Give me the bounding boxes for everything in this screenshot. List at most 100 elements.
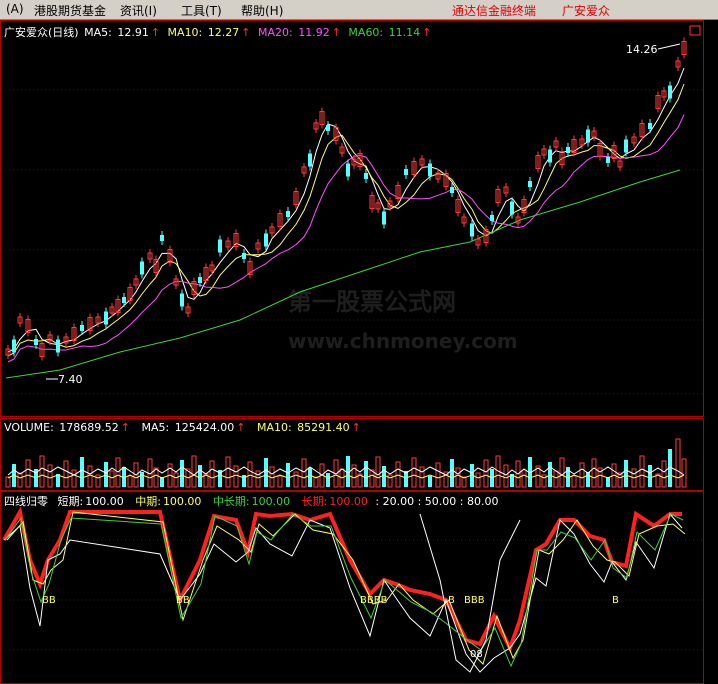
candle-body — [167, 249, 173, 263]
candle-body — [233, 233, 239, 247]
volume-bar — [95, 474, 101, 488]
watermark-text: 第一股票公式网 — [288, 288, 456, 316]
volume-bar — [510, 474, 514, 487]
volume-bar — [591, 458, 597, 488]
candle-body — [115, 299, 121, 313]
volume-ma5-label: MA5: — [141, 421, 170, 434]
candle-body — [12, 339, 16, 353]
candle-body — [293, 191, 299, 205]
price-series-name: 广安爱众(日线) — [4, 26, 79, 39]
volume-bar — [351, 464, 357, 488]
volume-legend: VOLUME: 178689.52 ↑ MA5: 125424.00 ↑ MA10:… — [4, 421, 361, 434]
candle-body — [559, 151, 565, 165]
candle-body — [104, 311, 108, 325]
volume-bar — [475, 472, 481, 488]
volume-bar — [387, 474, 393, 488]
volume-bar — [404, 471, 408, 487]
volume-bar — [579, 462, 585, 488]
candle-body — [387, 200, 393, 208]
volume-bar — [127, 475, 133, 488]
volume-bar — [346, 456, 350, 487]
volume-bar — [293, 471, 299, 488]
menu-item-info[interactable]: 资讯(I) — [120, 4, 157, 18]
ma20-label: MA20: — [257, 26, 293, 39]
candle-body — [122, 297, 126, 303]
volume-bar — [503, 464, 509, 488]
candle-body — [586, 129, 590, 143]
candle-body — [675, 60, 681, 68]
short-line-segment — [419, 513, 521, 673]
candle-body — [203, 267, 209, 281]
candle-body — [428, 163, 432, 177]
volume-bar — [571, 475, 577, 488]
volume-bar — [173, 472, 179, 488]
menu-item-tools[interactable]: 工具(T) — [181, 4, 222, 18]
volume-bar — [218, 470, 222, 487]
candle-body — [191, 281, 197, 295]
volume-bar — [313, 476, 319, 488]
volume-bar — [47, 464, 53, 488]
long-value: 100.00 — [329, 495, 368, 508]
volume-bar — [326, 473, 330, 487]
kline-chart[interactable]: 第一股票公式网 www.chnmoney.com 14.26 7.40 BB BB… — [0, 20, 705, 684]
volume-bar — [443, 471, 449, 488]
volume-ma10-value: 85291.40 — [297, 421, 350, 434]
volume-bar — [25, 459, 31, 488]
bb-label: BBB — [464, 595, 485, 606]
volume-bar — [541, 474, 547, 488]
volume-bar — [242, 475, 246, 487]
volume-bar — [247, 461, 253, 488]
restore-icon[interactable] — [689, 25, 701, 36]
volume-bar — [455, 467, 461, 488]
candle-body — [631, 136, 637, 144]
candle-body — [461, 216, 467, 224]
volume-bar — [264, 458, 268, 487]
candle-body — [218, 239, 222, 253]
volume-bar — [5, 476, 11, 488]
menu-item-help[interactable]: 帮助(H) — [241, 4, 284, 18]
volume-ma10-line — [7, 474, 685, 479]
volume-bar — [483, 459, 489, 488]
candle-body — [147, 252, 153, 260]
short-label: 短期: — [57, 495, 84, 508]
volume-bar — [631, 468, 637, 488]
volume-bar — [87, 465, 93, 488]
candle-body — [5, 348, 11, 356]
volume-bar — [153, 467, 159, 488]
candle-body — [606, 157, 610, 163]
bb-label: BBBB — [360, 595, 388, 606]
volume-bar — [133, 462, 139, 488]
candle-body — [369, 195, 375, 209]
candle-body — [56, 339, 60, 353]
midlong-label: 中长期: — [212, 495, 250, 508]
candle-body — [333, 127, 339, 141]
menu-item-hk-futures[interactable]: 港股期货基金 — [34, 4, 107, 18]
candle-body — [495, 189, 501, 203]
volume-bar — [586, 472, 590, 487]
bb-label: BB — [42, 595, 56, 606]
candle-body — [528, 181, 532, 187]
menu-bar: (A) 港股期货基金 资讯(I) 工具(T) 帮助(H) 通达信金融终端 广安爱… — [0, 0, 718, 20]
volume-panel-frame — [0, 418, 704, 491]
candle-body — [639, 123, 645, 137]
candle-body — [308, 153, 312, 167]
candle-body — [566, 147, 570, 153]
volume-bar — [566, 467, 570, 487]
candle-body — [198, 277, 202, 283]
candle-body — [269, 226, 275, 234]
candle-body — [548, 149, 552, 163]
candle-body — [357, 153, 363, 167]
volume-ma10-label: MA10: — [256, 421, 292, 434]
candle-body — [443, 173, 449, 187]
bottom-signal-label: 08 — [470, 649, 483, 660]
midlong-line — [4, 513, 684, 668]
candle-body — [180, 293, 184, 307]
ma20-line — [7, 114, 685, 363]
mid-line — [6, 511, 686, 665]
volume-bar — [395, 461, 401, 488]
candle-body — [47, 334, 53, 342]
menu-item-a[interactable]: (A) — [6, 2, 24, 16]
candle-body — [71, 327, 77, 341]
candle-body — [225, 240, 231, 248]
volume-bar — [63, 460, 69, 488]
